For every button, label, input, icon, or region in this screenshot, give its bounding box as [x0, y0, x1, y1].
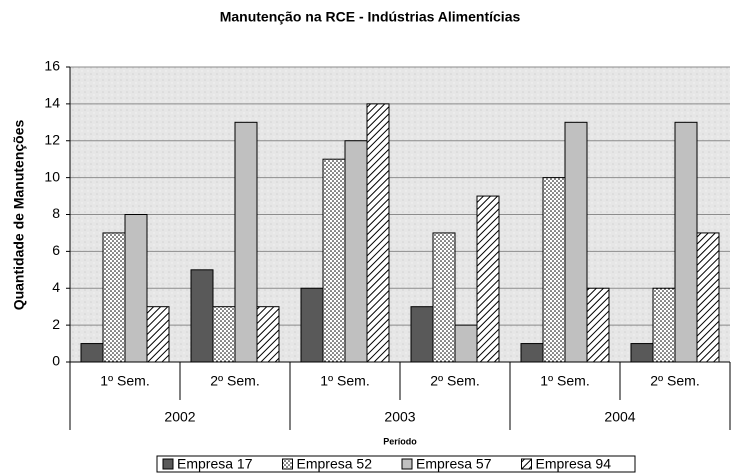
- group-label: 2003: [384, 409, 415, 425]
- y-tick-label: 0: [52, 353, 60, 369]
- legend-swatch: [282, 458, 293, 470]
- y-axis-label: Quantidade de Manutenções: [11, 119, 27, 310]
- bar: [300, 287, 324, 363]
- y-tick-label: 8: [52, 205, 60, 221]
- bar: [344, 140, 368, 363]
- x-tick-label: 1º Sem.: [540, 373, 589, 389]
- y-tick-label: 14: [44, 95, 60, 111]
- group-label: 2002: [164, 409, 195, 425]
- y-tick-label: 4: [52, 279, 60, 295]
- y-tick-label: 10: [44, 168, 60, 184]
- bar: [146, 306, 170, 363]
- x-tick-label: 1º Sem.: [320, 373, 369, 389]
- bar: [432, 232, 456, 363]
- bar: [520, 343, 544, 363]
- bar: [542, 177, 566, 363]
- legend-box: [156, 455, 636, 473]
- bar: [630, 343, 654, 363]
- bar: [674, 121, 698, 363]
- x-axis-label: Período: [383, 436, 417, 446]
- bar: [80, 343, 104, 363]
- bar: [586, 287, 610, 363]
- bar: [190, 269, 214, 363]
- x-tick-label: 2º Sem.: [650, 373, 699, 389]
- bar: [212, 306, 236, 363]
- legend-label: Empresa 94: [536, 456, 612, 472]
- bar: [366, 103, 390, 363]
- chart-title: Manutenção na RCE - Indústrias Alimentíc…: [220, 9, 521, 25]
- legend-label: Empresa 52: [297, 456, 373, 472]
- bar: [256, 306, 280, 363]
- y-tick-label: 12: [44, 131, 60, 147]
- y-tick-label: 2: [52, 316, 60, 332]
- bar: [696, 232, 720, 363]
- bar: [234, 121, 258, 363]
- legend-swatch: [401, 458, 413, 470]
- legend-swatch: [521, 458, 532, 470]
- bar: [564, 121, 588, 363]
- legend-label: Empresa 17: [177, 456, 253, 472]
- x-tick-label: 1º Sem.: [100, 373, 149, 389]
- y-tick-label: 16: [44, 58, 60, 74]
- x-tick-label: 2º Sem.: [430, 373, 479, 389]
- bar: [102, 232, 126, 363]
- bar: [410, 306, 434, 363]
- bar: [454, 324, 478, 363]
- bar: [322, 158, 346, 363]
- legend-swatch: [162, 458, 174, 470]
- x-tick-label: 2º Sem.: [210, 373, 259, 389]
- legend-label: Empresa 57: [416, 456, 492, 472]
- bar: [476, 195, 500, 363]
- y-tick-label: 6: [52, 242, 60, 258]
- bar: [124, 214, 148, 363]
- group-label: 2004: [604, 409, 635, 425]
- bar: [652, 287, 676, 363]
